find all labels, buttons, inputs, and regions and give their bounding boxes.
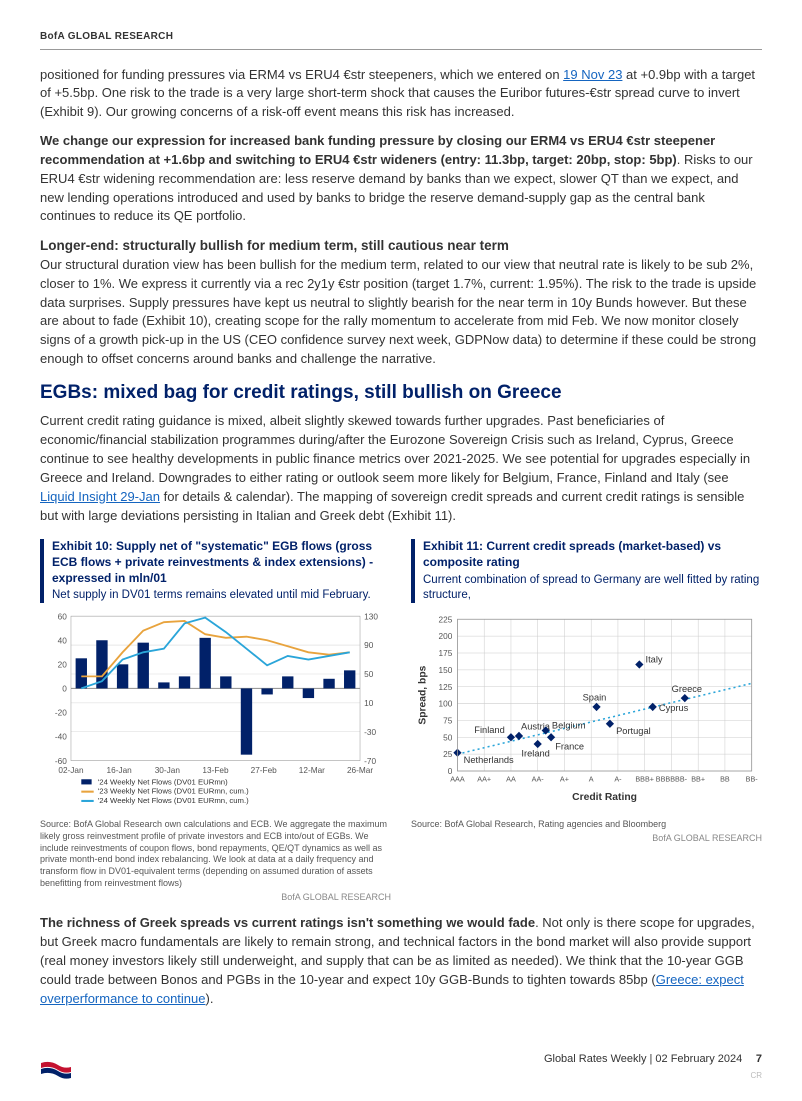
para-egbs-pre: Current credit rating guidance is mixed,…: [40, 413, 750, 485]
exhibit-11-source: Source: BofA Global Research, Rating age…: [411, 819, 762, 831]
svg-text:A+: A+: [560, 774, 569, 783]
svg-text:Ireland: Ireland: [521, 748, 549, 758]
svg-text:-40: -40: [55, 733, 67, 742]
svg-text:50: 50: [443, 733, 453, 742]
svg-text:50: 50: [364, 670, 374, 679]
svg-text:150: 150: [439, 665, 453, 674]
svg-text:AA-: AA-: [532, 774, 545, 783]
svg-text:10: 10: [364, 699, 374, 708]
bofa-flag-icon: [40, 1059, 72, 1081]
svg-text:130: 130: [364, 612, 378, 621]
para-last: The richness of Greek spreads vs current…: [40, 914, 762, 1008]
svg-text:12-Mar: 12-Mar: [299, 766, 325, 775]
svg-text:A-: A-: [614, 774, 622, 783]
exhibit-10-attrib: BofA GLOBAL RESEARCH: [40, 891, 391, 904]
svg-text:100: 100: [439, 699, 453, 708]
para-3-body: Our structural duration view has been bu…: [40, 256, 762, 369]
footer-page: 7: [756, 1053, 762, 1065]
para-2-bold: We change our expression for increased b…: [40, 133, 715, 167]
exhibit-10-source: Source: BofA Global Research own calcula…: [40, 819, 391, 889]
svg-text:'24 Weekly Net Flows (DV01 EUR: '24 Weekly Net Flows (DV01 EURmn, cum.): [98, 796, 249, 805]
footer-cr: CR: [544, 1070, 762, 1082]
heading-egbs: EGBs: mixed bag for credit ratings, stil…: [40, 379, 762, 407]
svg-text:-20: -20: [55, 709, 67, 718]
para-egbs: Current credit rating guidance is mixed,…: [40, 412, 762, 525]
svg-text:BB+: BB+: [691, 774, 705, 783]
exhibit-10-title: Exhibit 10: Supply net of "systematic" E…: [52, 539, 391, 586]
svg-text:Cyprus: Cyprus: [659, 703, 689, 713]
svg-text:90: 90: [364, 641, 374, 650]
svg-text:Spain: Spain: [583, 692, 607, 702]
svg-text:Portugal: Portugal: [616, 726, 651, 736]
svg-text:Netherlands: Netherlands: [464, 755, 514, 765]
svg-text:125: 125: [439, 682, 453, 691]
svg-text:30-Jan: 30-Jan: [155, 766, 181, 775]
svg-text:Greece: Greece: [672, 684, 702, 694]
svg-text:Finland: Finland: [474, 725, 504, 735]
header-brand: BofA GLOBAL RESEARCH: [40, 30, 762, 50]
svg-text:225: 225: [439, 615, 453, 624]
exhibit-11-chart: 0255075100125150175200225AAAAA+AAAA-A+AA…: [411, 611, 762, 807]
svg-text:-70: -70: [364, 757, 376, 766]
svg-text:20: 20: [58, 661, 68, 670]
link-liquid-insight[interactable]: Liquid Insight 29-Jan: [40, 489, 160, 504]
svg-text:AA: AA: [506, 774, 516, 783]
svg-text:02-Jan: 02-Jan: [58, 766, 84, 775]
svg-text:A: A: [589, 774, 594, 783]
para-1: positioned for funding pressures via ERM…: [40, 66, 762, 123]
svg-text:Belgium: Belgium: [552, 720, 586, 730]
heading-longer-end: Longer-end: structurally bullish for med…: [40, 236, 762, 256]
svg-text:175: 175: [439, 649, 453, 658]
para-1-pre: positioned for funding pressures via ERM…: [40, 67, 563, 82]
svg-text:BB-: BB-: [746, 774, 759, 783]
exhibit-10: Exhibit 10: Supply net of "systematic" E…: [40, 539, 391, 904]
svg-text:AAA: AAA: [450, 774, 465, 783]
svg-text:Italy: Italy: [646, 654, 663, 664]
svg-text:27-Feb: 27-Feb: [251, 766, 278, 775]
svg-text:60: 60: [58, 612, 68, 621]
exhibit-10-chart: -70 -30 10 50 90 130 -60 -40 -20 0 20 40 60 02-Jan 16-…: [40, 611, 391, 807]
svg-text:-30: -30: [364, 728, 376, 737]
exhibit-10-subtitle: Net supply in DV01 terms remains elevate…: [52, 588, 391, 603]
svg-text:16-Jan: 16-Jan: [107, 766, 133, 775]
svg-text:BB: BB: [720, 774, 730, 783]
svg-text:France: France: [555, 741, 584, 751]
svg-text:13-Feb: 13-Feb: [202, 766, 229, 775]
exhibit-11-attrib: BofA GLOBAL RESEARCH: [411, 832, 762, 845]
svg-text:75: 75: [443, 716, 453, 725]
svg-text:40: 40: [58, 637, 68, 646]
svg-text:'23 Weekly Net Flows (DV01 EUR: '23 Weekly Net Flows (DV01 EURmn, cum.): [98, 787, 249, 796]
para-last-bold: The richness of Greek spreads vs current…: [40, 915, 535, 930]
exhibit-11-title: Exhibit 11: Current credit spreads (mark…: [423, 539, 762, 570]
exhibit-11-subtitle: Current combination of spread to Germany…: [423, 573, 762, 603]
page-footer: Global Rates Weekly | 02 February 2024 7…: [40, 1039, 762, 1082]
svg-text:AA+: AA+: [477, 774, 491, 783]
svg-text:Credit Rating: Credit Rating: [572, 791, 637, 802]
svg-text:BBB+: BBB+: [635, 774, 654, 783]
exhibit-11: Exhibit 11: Current credit spreads (mark…: [411, 539, 762, 904]
svg-text:0: 0: [62, 685, 67, 694]
footer-title: Global Rates Weekly | 02 February 2024: [544, 1053, 742, 1065]
link-19nov23[interactable]: 19 Nov 23: [563, 67, 622, 82]
svg-text:Spread, bps: Spread, bps: [417, 665, 428, 724]
svg-text:25: 25: [443, 750, 453, 759]
svg-text:26-Mar: 26-Mar: [347, 766, 373, 775]
para-2: We change our expression for increased b…: [40, 132, 762, 226]
svg-text:-60: -60: [55, 757, 67, 766]
para-last-post: ).: [205, 991, 213, 1006]
svg-text:BBBBBB-: BBBBBB-: [656, 774, 688, 783]
svg-text:'24 Weekly Net Flows (DV01 EUR: '24 Weekly Net Flows (DV01 EURmn): [98, 778, 228, 787]
svg-text:200: 200: [439, 632, 453, 641]
